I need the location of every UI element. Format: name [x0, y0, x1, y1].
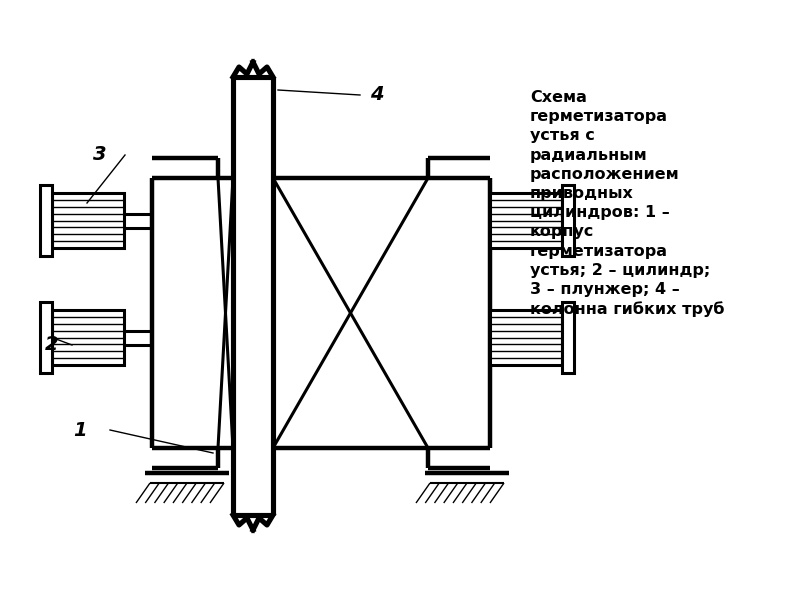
Bar — [40, 185, 52, 256]
Bar — [562, 185, 574, 256]
Bar — [490, 193, 562, 248]
Text: Схема
герметизатора
устья с
радиальным
расположением
приводных
цилиндров: 1 –
ко: Схема герметизатора устья с радиальным р… — [530, 90, 725, 317]
Text: 3: 3 — [93, 145, 107, 164]
Bar — [562, 302, 574, 373]
Bar — [490, 310, 562, 365]
Bar — [52, 310, 124, 365]
Text: 1: 1 — [73, 421, 87, 439]
Text: 2: 2 — [45, 335, 59, 355]
Bar — [52, 193, 124, 248]
Text: 4: 4 — [370, 85, 384, 104]
Bar — [40, 302, 52, 373]
